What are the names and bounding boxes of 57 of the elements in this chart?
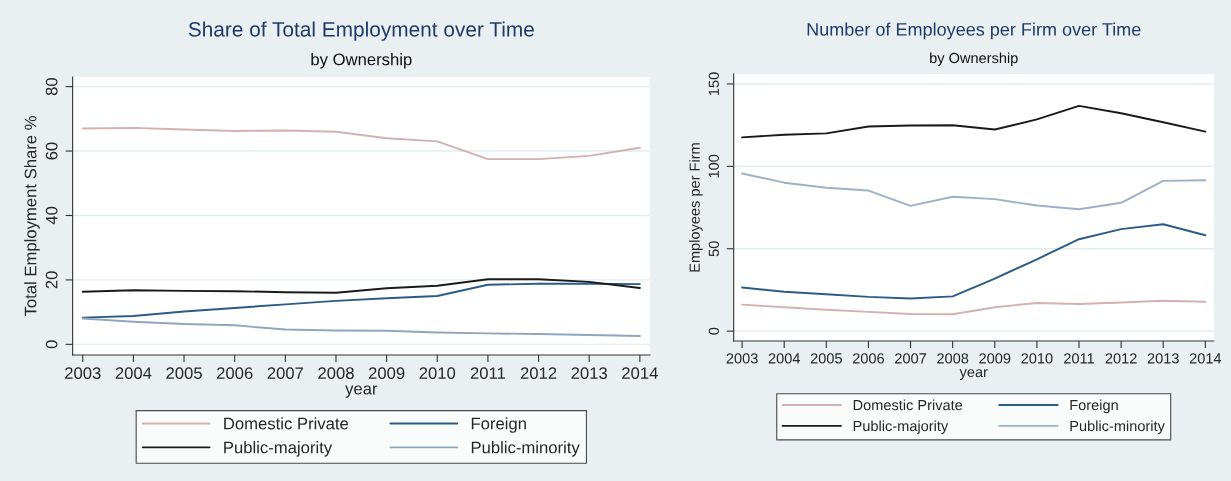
line-series xyxy=(741,223,1207,300)
line-series xyxy=(741,299,1207,316)
x-tick-label: 2007 xyxy=(267,367,304,380)
y-tick-label: 0 xyxy=(45,340,58,349)
legend-label: Public-majority xyxy=(853,420,949,435)
x-tick-label: 2012 xyxy=(520,367,557,380)
x-tick-label: 2013 xyxy=(571,367,607,380)
legend-label: Foreign xyxy=(471,417,526,433)
x-tick-label: 2008 xyxy=(937,353,969,364)
x-tick-label: 2013 xyxy=(1147,353,1179,364)
x-tick-label: 2012 xyxy=(1105,353,1137,364)
x-tick-label: 2004 xyxy=(115,367,152,380)
x-tick-label: 2011 xyxy=(1064,353,1094,364)
y-tick-label: 50 xyxy=(708,241,719,257)
x-tick-label: 2011 xyxy=(470,367,506,380)
legend-label: Public-minority xyxy=(471,441,580,457)
legend-label: Foreign xyxy=(1070,399,1118,414)
x-tick-label: 2006 xyxy=(852,353,885,364)
legend-label: Public-majority xyxy=(224,441,333,457)
line-series xyxy=(741,172,1207,211)
y-axis-title: Total Employment Share % xyxy=(24,116,40,317)
x-tick-label: 2014 xyxy=(1189,353,1222,364)
x-tick-label: 2006 xyxy=(216,367,253,380)
line-series xyxy=(81,282,641,319)
line-series xyxy=(81,126,641,161)
y-tick-label: 80 xyxy=(45,78,58,96)
y-tick-label: 100 xyxy=(708,154,719,178)
x-tick-label: 2009 xyxy=(979,353,1011,364)
chart-subtitle: by Ownership xyxy=(311,53,412,69)
x-tick-label: 2014 xyxy=(622,367,658,380)
line-series xyxy=(81,278,641,294)
chart-title: Number of Employees per Firm over Time xyxy=(807,22,1141,40)
x-tick-label: 2005 xyxy=(810,353,842,364)
legend-label: Domestic Private xyxy=(853,399,963,411)
x-tick-label: 2003 xyxy=(726,353,758,364)
y-tick-label: 20 xyxy=(45,271,58,289)
chart-title: Share of Total Employment over Time xyxy=(188,21,534,41)
y-tick-label: 150 xyxy=(708,72,719,96)
x-axis-title: year xyxy=(959,369,988,381)
y-axis-title: Employees per Firm xyxy=(689,143,703,272)
x-tick-label: 2007 xyxy=(895,353,927,364)
x-tick-label: 2003 xyxy=(65,367,101,380)
y-tick-label: 40 xyxy=(45,206,58,225)
x-tick-label: 2009 xyxy=(368,367,405,380)
x-tick-label: 2010 xyxy=(419,367,456,380)
y-tick-label: 60 xyxy=(45,142,58,160)
legend-label: Public-minority xyxy=(1070,420,1165,435)
x-tick-label: 2008 xyxy=(318,367,354,380)
chart-subtitle: by Ownership xyxy=(930,52,1018,67)
x-tick-label: 2010 xyxy=(1021,353,1053,364)
legend-label: Domestic Private xyxy=(224,417,349,430)
line-series xyxy=(81,317,641,337)
y-tick-label: 0 xyxy=(708,327,719,335)
x-axis-title: year xyxy=(345,385,378,398)
line-series xyxy=(741,104,1207,139)
x-tick-label: 2004 xyxy=(768,353,801,364)
x-tick-label: 2005 xyxy=(166,367,202,380)
